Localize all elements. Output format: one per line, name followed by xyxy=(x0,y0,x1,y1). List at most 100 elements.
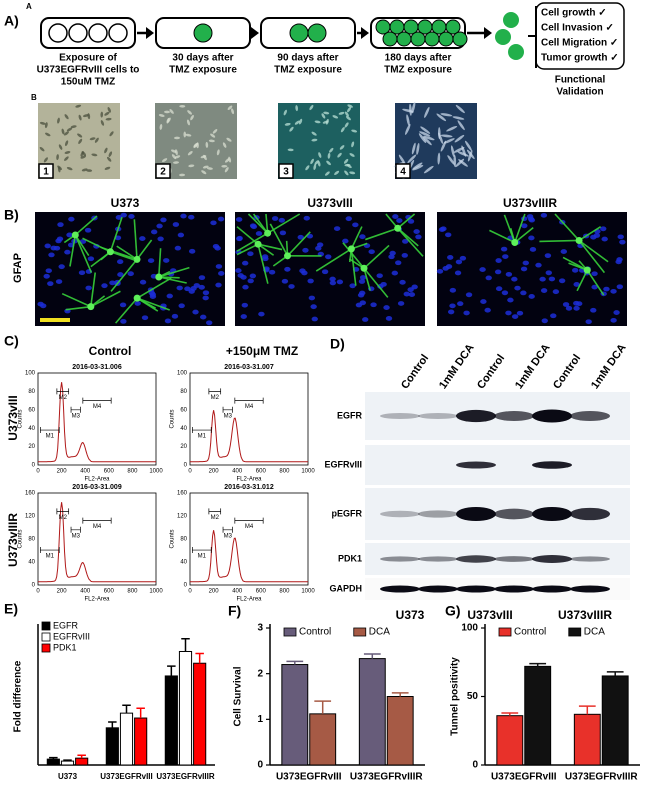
blot-band xyxy=(418,556,458,562)
gfap-process xyxy=(136,297,157,309)
cell-texture xyxy=(324,171,330,176)
cell-texture xyxy=(346,164,352,169)
nucleus xyxy=(357,292,365,298)
nucleus xyxy=(176,285,183,291)
gfap-process xyxy=(363,267,389,298)
cell-texture xyxy=(105,117,112,121)
blot-band xyxy=(418,510,458,518)
dish xyxy=(40,17,136,49)
cell-texture xyxy=(39,121,46,125)
cell-texture xyxy=(57,117,60,124)
gate-label: M2 xyxy=(211,515,220,521)
nucleus xyxy=(540,288,548,293)
y-tick-label: 0 xyxy=(184,463,188,469)
nucleus xyxy=(362,317,369,322)
error-bar xyxy=(529,662,547,667)
image-number-box xyxy=(155,163,171,179)
nucleus xyxy=(560,249,568,254)
gfap-cell xyxy=(264,229,272,237)
nucleus xyxy=(529,247,537,252)
nucleus xyxy=(479,267,486,272)
nucleus xyxy=(544,253,552,259)
nucleus xyxy=(552,289,560,295)
error-bar xyxy=(49,756,58,760)
nucleus xyxy=(316,242,324,248)
cell-texture xyxy=(65,140,69,147)
legend-label: DCA xyxy=(369,627,390,638)
y-tick-label: 40 xyxy=(28,560,35,566)
nucleus xyxy=(539,276,546,282)
cell-texture xyxy=(412,165,424,171)
gfap-cell xyxy=(284,252,292,260)
nucleus xyxy=(465,292,473,298)
step-text: U373EGFRvIII cells to xyxy=(37,65,140,76)
cell-icon xyxy=(438,31,454,47)
cell-texture xyxy=(283,109,287,116)
x-tick-label: 400 xyxy=(232,469,243,475)
validation-item: Cell growth ✓ xyxy=(541,8,607,19)
y-axis-label: Counts xyxy=(170,409,176,428)
error-bar xyxy=(606,671,624,676)
error-bar xyxy=(391,692,409,697)
y-tick-label: 50 xyxy=(467,691,479,702)
cell-texture xyxy=(405,123,411,135)
bar xyxy=(386,696,414,766)
nucleus xyxy=(495,286,503,292)
row-label: U373vIII xyxy=(6,395,20,440)
nucleus xyxy=(160,217,167,223)
cell-texture xyxy=(437,152,441,165)
nucleus xyxy=(355,302,363,308)
nucleus xyxy=(307,278,314,284)
step-text: 30 days after xyxy=(172,53,233,64)
nucleus xyxy=(79,239,87,244)
cell-texture xyxy=(226,137,232,142)
cell-texture xyxy=(455,104,465,114)
y-tick-label: 0 xyxy=(32,583,36,589)
x-tick-label: 0 xyxy=(188,469,192,475)
gfap-process xyxy=(133,219,138,260)
nucleus xyxy=(218,271,225,276)
cell-texture xyxy=(64,114,69,120)
cell-texture xyxy=(208,139,215,143)
nucleus xyxy=(591,284,598,290)
y-axis-label: Cell Survival xyxy=(233,666,244,726)
lane-label: 1mM DCA xyxy=(589,342,629,391)
cell-texture xyxy=(58,144,63,150)
nucleus xyxy=(43,273,50,279)
cell-texture xyxy=(420,126,431,134)
cell-texture xyxy=(77,133,83,138)
x-tick-label: 1000 xyxy=(149,469,163,475)
step-text: TMZ exposure xyxy=(169,65,237,76)
x-tick-label: U373EGFRvIIIR xyxy=(565,772,639,783)
plot-title: 2016-03-31.006 xyxy=(72,364,122,371)
bar xyxy=(496,715,524,766)
cell-texture xyxy=(171,154,177,160)
gate-label: M3 xyxy=(224,533,233,539)
cell-texture xyxy=(212,129,218,134)
nucleus xyxy=(202,295,209,301)
gate-marker xyxy=(82,517,112,524)
cell-texture xyxy=(443,138,455,144)
x-tick-label: 600 xyxy=(104,469,115,475)
nucleus xyxy=(64,249,71,255)
nucleus xyxy=(188,214,195,220)
x-axis-label: FL2-Area xyxy=(84,597,110,603)
blot-band xyxy=(532,555,572,563)
nucleus xyxy=(117,272,124,277)
y-tick-label: 100 xyxy=(461,623,478,634)
cell-texture xyxy=(159,123,163,130)
bar xyxy=(178,650,193,766)
nucleus xyxy=(240,314,247,319)
legend-swatch xyxy=(41,621,51,631)
nucleus xyxy=(192,309,199,315)
gate-label: M1 xyxy=(46,434,55,440)
gfap-cell xyxy=(347,245,355,253)
gate-label: M4 xyxy=(93,524,102,530)
gfap-cell xyxy=(254,240,262,248)
cell-icon xyxy=(424,31,440,47)
gfap-cell xyxy=(133,255,141,263)
bar xyxy=(75,757,89,766)
histogram-frame xyxy=(189,372,309,466)
nucleus xyxy=(436,268,444,274)
x-tick-label: 800 xyxy=(127,589,138,595)
